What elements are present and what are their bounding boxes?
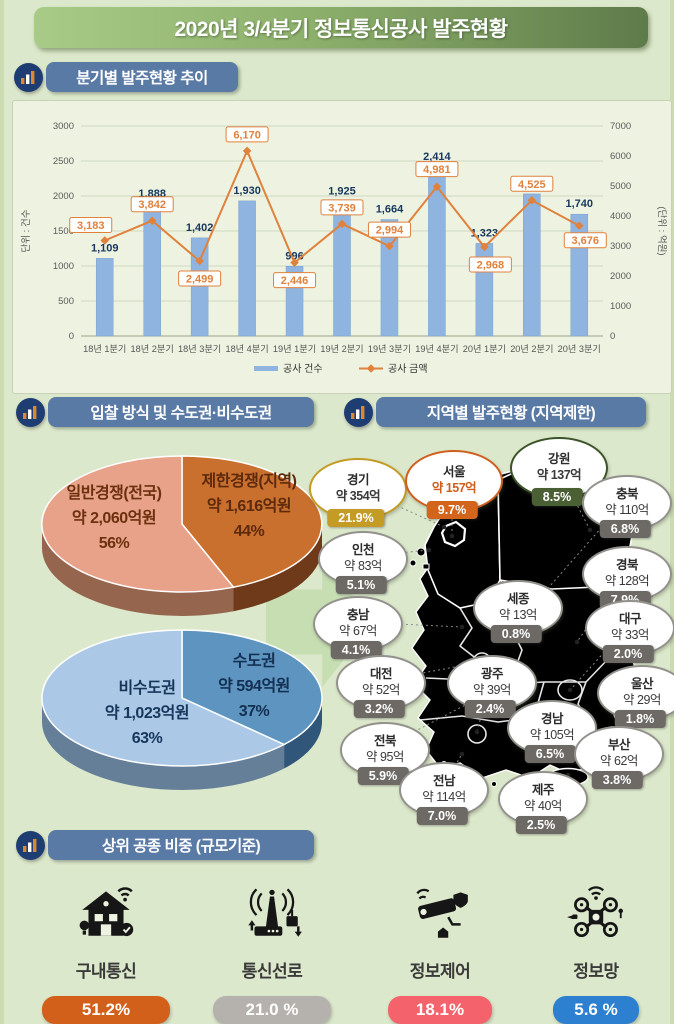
bar-chart-icon (344, 398, 373, 427)
svg-text:2,968: 2,968 (477, 259, 505, 271)
region-name: 인천 (351, 543, 375, 558)
bidding-pie-chart: 일반경쟁(전국) 약 2,060억원 56% 제한경쟁(지역) 약 1,616억… (22, 448, 342, 633)
svg-text:2,499: 2,499 (186, 274, 214, 286)
svg-text:(단위 : 억원): (단위 : 억원) (656, 206, 667, 255)
category-premises-telecom: 구내통신 51.2% (31, 880, 181, 1024)
category-pct-badge: 5.6 % (553, 996, 639, 1024)
svg-text:2,446: 2,446 (281, 275, 309, 287)
category-pct-badge: 51.2% (42, 996, 170, 1024)
svg-text:500: 500 (58, 296, 74, 307)
svg-text:20년 1분기: 20년 1분기 (463, 344, 506, 354)
svg-text:3,183: 3,183 (77, 220, 105, 232)
svg-text:1000: 1000 (610, 301, 631, 312)
bar-chart-icon (16, 398, 45, 427)
svg-text:3000: 3000 (610, 241, 631, 252)
pie-slice-label-metro: 수도권 약 594억원 37% (218, 653, 290, 720)
svg-text:4000: 4000 (610, 211, 631, 222)
svg-text:2,994: 2,994 (376, 225, 404, 237)
category-info-network: 정보망 5.6 % (521, 880, 671, 1024)
korea-map (372, 465, 641, 798)
category-label: 구내통신 (75, 962, 137, 981)
bidding-pie-svg (41, 455, 323, 616)
pie-slice-label-general: 일반경쟁(전국) 약 2,060억원 56% (66, 485, 162, 552)
quarterly-trend-panel: 0 500 1000 1500 2000 2500 3000 0 1000 2000 3000 400… (12, 100, 672, 394)
svg-text:1,323: 1,323 (471, 227, 499, 239)
svg-text:3,676: 3,676 (572, 235, 600, 247)
section-header-category-label: 상위 공종 비중 (규모기준) (101, 838, 261, 855)
title-banner: 2020년 3/4분기 정보통신공사 발주현황 (34, 7, 648, 48)
svg-text:6000: 6000 (610, 151, 631, 162)
trend-combo-chart: 0 500 1000 1500 2000 2500 3000 0 1000 2000 3000 400… (20, 121, 667, 375)
cctv-control-icon (416, 888, 468, 938)
category-pct-badge: 21.0 % (213, 996, 331, 1024)
svg-text:2500: 2500 (53, 156, 74, 167)
svg-text:4,981: 4,981 (423, 164, 451, 176)
pie-slice-label-restricted: 제한경쟁(지역) 약 1,616억원 44% (201, 473, 297, 540)
svg-text:4,525: 4,525 (518, 179, 546, 191)
svg-text:1000: 1000 (53, 261, 74, 272)
map-region-seoul (440, 520, 467, 548)
svg-text:19년 4분기: 19년 4분기 (415, 344, 458, 354)
category-info-control: 정보제어 18.1% (365, 880, 515, 1024)
svg-text:2000: 2000 (53, 191, 74, 202)
section-header-regional-label: 지역별 발주현황 (지역제한) (426, 405, 596, 422)
section-header-quarterly-label: 분기별 발주현황 추이 (76, 70, 208, 87)
svg-text:19년 2분기: 19년 2분기 (320, 344, 363, 354)
svg-text:3,739: 3,739 (328, 202, 356, 214)
svg-text:20년 2분기: 20년 2분기 (510, 344, 553, 354)
category-telecom-line: 통신선로 21.0 % (197, 880, 347, 1024)
section-header-bidding-label: 입찰 방식 및 수도권·비수도권 (90, 405, 272, 422)
page-title: 2020년 3/4분기 정보통신공사 발주현황 (174, 17, 508, 41)
map-region-gangwon (497, 467, 633, 590)
svg-text:18년 4분기: 18년 4분기 (225, 344, 268, 354)
svg-text:1,925: 1,925 (328, 185, 356, 197)
building-telecom-icon (79, 887, 134, 937)
category-pct-badge: 18.1% (388, 996, 492, 1024)
svg-text:18년 1분기: 18년 1분기 (83, 344, 126, 354)
svg-text:18년 3분기: 18년 3분기 (178, 344, 221, 354)
telecom-line-icon (248, 888, 302, 937)
svg-text:단위 : 건수: 단위 : 건수 (20, 209, 32, 252)
svg-text:0: 0 (69, 331, 74, 342)
svg-text:3,842: 3,842 (138, 199, 166, 211)
svg-text:2,414: 2,414 (423, 151, 451, 163)
svg-text:6,170: 6,170 (233, 129, 261, 141)
section-header-bidding: 입찰 방식 및 수도권·비수도권 (48, 397, 314, 427)
svg-text:공사 금액: 공사 금액 (388, 363, 428, 375)
metro-pie-chart: 비수도권 약 1,023억원 63% 수도권 약 594억원 37% (22, 622, 342, 807)
svg-text:1,930: 1,930 (233, 185, 261, 197)
section-header-quarterly: 분기별 발주현황 추이 (46, 62, 238, 92)
svg-text:18년 2분기: 18년 2분기 (131, 344, 174, 354)
svg-text:19년 1분기: 19년 1분기 (273, 344, 316, 354)
metro-pie-svg (41, 629, 323, 790)
category-label: 통신선로 (241, 962, 303, 981)
svg-text:공사 건수: 공사 건수 (283, 363, 323, 375)
svg-text:1,740: 1,740 (566, 198, 594, 210)
category-label: 정보제어 (409, 962, 471, 981)
svg-text:20년 3분기: 20년 3분기 (558, 344, 601, 354)
svg-text:2000: 2000 (610, 271, 631, 282)
svg-text:1,109: 1,109 (91, 242, 119, 254)
svg-text:1,402: 1,402 (186, 222, 214, 234)
bar-chart-icon (14, 63, 43, 92)
section-header-regional: 지역별 발주현황 (지역제한) (376, 397, 646, 427)
svg-text:1500: 1500 (53, 226, 74, 237)
svg-text:7000: 7000 (610, 121, 631, 132)
category-label: 정보망 (573, 962, 619, 981)
section-header-category: 상위 공종 비중 (규모기준) (48, 830, 314, 860)
drone-network-icon (567, 886, 624, 938)
svg-text:5000: 5000 (610, 181, 631, 192)
pie-slice-label-nonmetro: 비수도권 약 1,023억원 63% (104, 680, 190, 747)
bar-chart-icon (16, 831, 45, 860)
svg-text:19년 3분기: 19년 3분기 (368, 344, 411, 354)
svg-text:0: 0 (610, 331, 615, 342)
svg-text:3000: 3000 (53, 121, 74, 132)
region-name: 경기 (346, 473, 370, 488)
svg-text:1,664: 1,664 (376, 204, 404, 216)
